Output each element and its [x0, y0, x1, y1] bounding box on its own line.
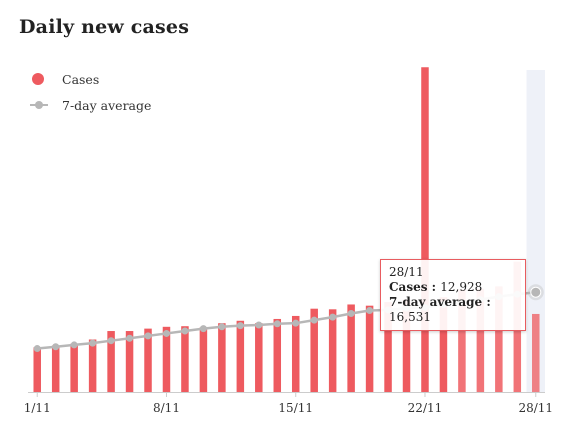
average-point [89, 339, 97, 347]
chart-tooltip: 28/11 Cases : 12,928 7-day average : 16,… [380, 259, 526, 331]
average-point [236, 322, 244, 330]
tooltip-cases-value: 12,928 [440, 280, 483, 294]
cases-bar [236, 320, 245, 392]
average-point [199, 325, 207, 333]
cases-bar [162, 326, 171, 392]
cases-bar [33, 347, 41, 392]
legend-item-average[interactable]: 7-day average [30, 92, 151, 118]
average-point [530, 286, 542, 298]
cases-bar [144, 328, 152, 392]
x-tick-label: 15/11 [278, 401, 313, 415]
chart-title: Daily new cases [19, 16, 190, 38]
cases-bar [421, 67, 429, 392]
cases-bar [273, 318, 282, 392]
cases-bar [328, 309, 337, 392]
tooltip-cases-row: Cases : 12,928 [389, 280, 483, 294]
cases-bar [88, 339, 97, 392]
cases-bar [347, 304, 355, 392]
average-point [273, 320, 281, 328]
legend-label-cases: Cases [62, 71, 100, 87]
cases-bar [495, 286, 503, 392]
cases-bar [365, 305, 374, 392]
cases-bar [384, 302, 392, 392]
chart-legend: Cases 7-day average [30, 66, 151, 118]
highlight-band [526, 70, 545, 392]
cases-bar [255, 323, 263, 392]
cases-bar [439, 297, 448, 392]
cases-bar [125, 331, 134, 392]
cases-dot-icon [30, 72, 56, 86]
cases-bar [310, 308, 318, 392]
average-point [310, 316, 318, 324]
x-tick-label: 8/11 [153, 401, 180, 415]
average-point [107, 337, 115, 345]
cases-bar [51, 345, 60, 392]
average-point [162, 329, 170, 337]
tooltip-average-row: 7-day average : 16,531 [389, 295, 491, 324]
legend-label-average: 7-day average [62, 97, 152, 113]
average-point [144, 332, 152, 340]
average-point [218, 323, 226, 331]
average-point [52, 343, 60, 351]
cases-bar [70, 343, 78, 392]
tooltip-average-value: 16,531 [389, 310, 431, 324]
average-point [347, 310, 355, 318]
average-point [292, 319, 300, 327]
average-point [70, 341, 78, 349]
tooltip-cases-label: Cases [389, 280, 428, 294]
cases-bar [181, 326, 189, 392]
average-line-icon [30, 98, 56, 112]
average-point [33, 345, 41, 353]
cases-bar [218, 323, 226, 392]
average-point [181, 327, 189, 335]
cases-bar [476, 288, 485, 392]
tooltip-average-label: 7-day average [389, 295, 483, 309]
cases-bar [199, 327, 208, 392]
x-tick-label: 22/11 [408, 401, 443, 415]
cases-bar [291, 315, 300, 392]
cases-bar [532, 313, 540, 392]
average-point [126, 334, 134, 342]
x-tick-label: 1/11 [24, 401, 51, 415]
cases-bar [402, 299, 411, 392]
cases-bar [107, 331, 115, 392]
x-tick-label: 28/11 [518, 401, 553, 415]
cases-bar [458, 289, 466, 392]
tooltip-date: 28/11 [389, 265, 424, 279]
average-point [366, 307, 374, 315]
average-point [329, 313, 337, 321]
average-point [255, 321, 263, 329]
legend-item-cases[interactable]: Cases [30, 66, 151, 92]
